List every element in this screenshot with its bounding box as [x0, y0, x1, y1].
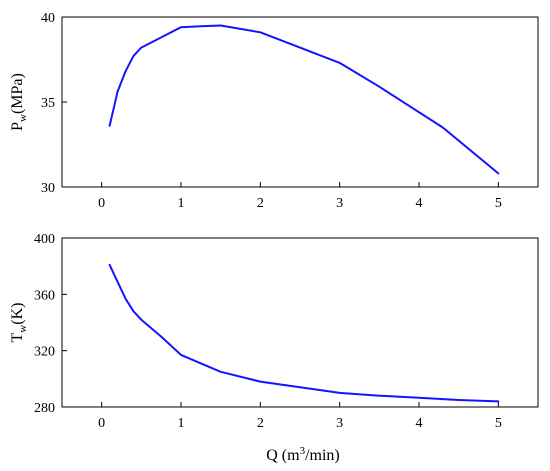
temperature-y-tick-label: 320: [34, 345, 55, 360]
temperature-x-tick-label: 2: [257, 416, 264, 431]
pressure-x-tick-label: 5: [495, 196, 502, 211]
pressure-x-tick-label: 1: [178, 196, 185, 211]
pressure-y-tick-label: 40: [41, 11, 55, 26]
temperature-x-tick-label: 5: [495, 416, 502, 431]
pressure-y-tick-label: 30: [41, 181, 55, 196]
pressure-x-tick-label: 4: [416, 196, 423, 211]
temperature-y-axis-title: Tw(K): [9, 303, 29, 343]
pressure-x-tick-label: 0: [98, 196, 105, 211]
x-axis-title: Q (m3/min): [266, 445, 340, 464]
temperature-x-tick-label: 3: [336, 416, 343, 431]
temperature-plot-frame: [61, 237, 539, 408]
temperature-panel: 0 1 2 3 4 5 280 320 360 400 Tw(K): [9, 232, 539, 431]
temperature-series-line: [108, 263, 500, 403]
pressure-y-axis-title: Pw(MPa): [9, 73, 29, 131]
pressure-series-line: [108, 24, 500, 175]
temperature-y-tick-label: 360: [34, 288, 55, 303]
temperature-y-tick-label: 280: [34, 401, 55, 416]
pressure-x-tick-label: 2: [257, 196, 264, 211]
pressure-panel: 0 1 2 3 4 5 30 35 40 Pw(MPa): [9, 11, 539, 211]
temperature-x-tick-label: 0: [98, 416, 105, 431]
pressure-y-tick-label: 35: [41, 96, 55, 111]
temperature-x-tick-label: 4: [416, 416, 423, 431]
temperature-x-tick-label: 1: [178, 416, 185, 431]
temperature-y-tick-label: 400: [34, 232, 55, 247]
pressure-plot-frame: [61, 16, 539, 188]
pressure-x-tick-label: 3: [336, 196, 343, 211]
